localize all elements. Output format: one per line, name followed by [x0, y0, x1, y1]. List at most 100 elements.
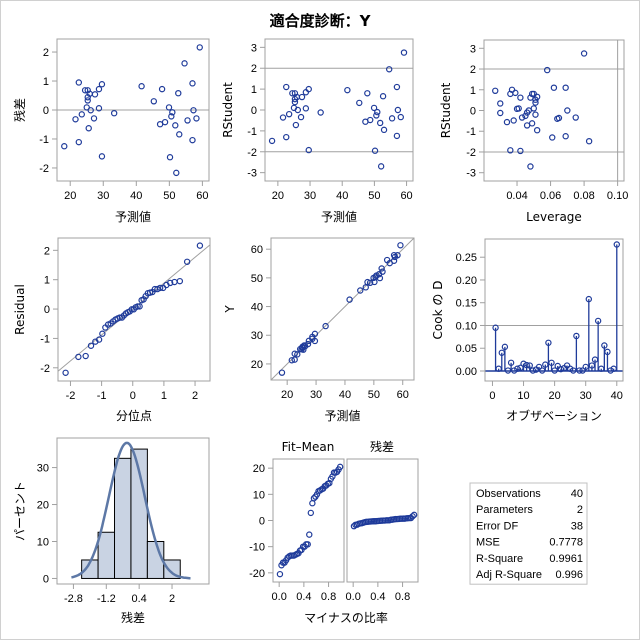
- residual-point: [61, 143, 68, 150]
- leverage-point: [532, 96, 539, 103]
- rstudent-point: [283, 133, 290, 141]
- leverage-point: [523, 122, 531, 129]
- rstudent-point: [379, 93, 387, 100]
- x-axis-label: 残差: [121, 611, 145, 625]
- y-axis-label: RStudent: [221, 82, 235, 138]
- x-axis-label: Leverage: [526, 210, 582, 224]
- rstudent-point: [292, 121, 300, 129]
- residual-point: [166, 154, 174, 161]
- residual-point: [165, 104, 173, 111]
- residual-point: [150, 98, 158, 105]
- y-tick-label: 40: [251, 302, 263, 314]
- cooks-d-point: [613, 241, 620, 248]
- x-tick-label: 0.10: [607, 190, 628, 202]
- panel-rstudent-vs-predicted: 20 30 40 50 60 -3 -2 -1 0 1 2 3 予測値 RStudent: [221, 38, 414, 224]
- stat-label: MSE: [476, 537, 500, 549]
- rstudent-point: [400, 49, 408, 56]
- x-tick-label: 30: [97, 190, 109, 202]
- observed-point: [390, 257, 398, 264]
- cooks-d-point: [566, 365, 574, 372]
- residual-point: [158, 85, 166, 93]
- rstudent-point: [268, 137, 276, 145]
- rstudent-point: [374, 108, 381, 116]
- fit-mean-point: [336, 463, 344, 471]
- rstudent-point: [393, 132, 401, 140]
- leverage-point: [549, 134, 556, 141]
- residual-point: [95, 105, 103, 112]
- residual-point: [156, 120, 164, 128]
- residual-point: [168, 113, 175, 120]
- leverage-point: [518, 114, 526, 121]
- panel-header-residual: 残差: [370, 440, 394, 454]
- residual-point: [87, 107, 94, 114]
- fit-mean-point: [307, 509, 315, 517]
- observed-point: [291, 350, 298, 357]
- rstudent-point: [283, 83, 290, 91]
- qq-point: [183, 258, 191, 265]
- observed-point: [379, 268, 386, 275]
- y-tick-label: 2: [470, 64, 476, 76]
- rstudent-point: [279, 114, 287, 121]
- x-tick-label: 30: [310, 389, 322, 401]
- residual-point: [81, 87, 89, 94]
- x-tick-label: -1: [97, 390, 107, 402]
- observed-point: [322, 322, 329, 330]
- panel-rstudent-vs-leverage: 0.04 0.06 0.08 0.10 -3 -2 -1 0 1 2 3 Leverage RStude…: [439, 39, 628, 224]
- residual-spread-point: [410, 511, 418, 519]
- residual-point: [138, 83, 145, 90]
- rstudent-point: [362, 118, 369, 125]
- x-tick-label: 20: [64, 190, 76, 202]
- observed-point: [278, 369, 286, 376]
- x-tick-label: 0.0: [272, 591, 287, 603]
- cooks-d-point: [594, 317, 602, 325]
- x-axis-label: オブザベーション: [506, 408, 602, 423]
- fit-mean-point: [313, 491, 321, 498]
- qq-point: [136, 303, 143, 310]
- leverage-point: [550, 84, 558, 91]
- x-tick-label: -1.2: [97, 593, 116, 605]
- rstudent-point: [377, 163, 385, 170]
- y-tick-label: 1: [470, 85, 476, 97]
- stat-value: 0.9961: [549, 553, 583, 565]
- residual-point: [175, 89, 182, 97]
- y-tick-label: 0.05: [456, 343, 477, 355]
- observed-point: [357, 287, 364, 294]
- observed-point: [362, 284, 369, 291]
- panel-residual-vs-predicted: 20 30 40 50 60 -2 -1 0 1 2 予測値 残差: [13, 38, 210, 224]
- residual-point: [75, 79, 83, 86]
- x-axis-label: マイナスの比率: [304, 610, 388, 625]
- rstudent-point: [380, 126, 388, 134]
- normal-density-curve: [71, 441, 191, 580]
- leverage-point: [562, 133, 569, 140]
- y-tick-label: 0: [43, 573, 49, 585]
- panel-fit-mean-residual-spread: 0.0 0.4 0.8: [346, 458, 419, 603]
- x-tick-label: 1: [161, 390, 167, 402]
- fit-mean-point: [306, 531, 313, 538]
- observed-point: [288, 357, 295, 364]
- residual-point: [84, 94, 91, 101]
- leverage-point: [527, 163, 534, 170]
- plot-frame: [56, 38, 210, 182]
- cooks-d-point: [573, 332, 580, 340]
- stat-label: R-Square: [476, 553, 523, 565]
- histogram-bar: [114, 457, 132, 579]
- y-tick-label: -2: [247, 147, 257, 159]
- qq-point: [196, 242, 204, 249]
- cooks-d-point: [501, 343, 509, 351]
- leverage-point: [532, 99, 539, 106]
- fit-mean-point: [310, 495, 318, 502]
- leverage-point: [532, 111, 539, 118]
- rstudent-point: [305, 146, 312, 154]
- x-tick-label: 40: [611, 390, 623, 402]
- y-tick-label: 0.00: [456, 366, 477, 378]
- residual-point: [173, 169, 180, 177]
- y-axis-label: Cook の D: [431, 281, 445, 340]
- rstudent-point: [370, 104, 378, 112]
- x-tick-label: 0.4: [296, 591, 311, 603]
- y-tick-label: 0.25: [456, 252, 477, 264]
- x-tick-label: 30: [580, 390, 592, 402]
- rstudent-point: [297, 113, 305, 121]
- x-tick-label: 20: [281, 389, 293, 401]
- rstudent-point: [344, 86, 351, 94]
